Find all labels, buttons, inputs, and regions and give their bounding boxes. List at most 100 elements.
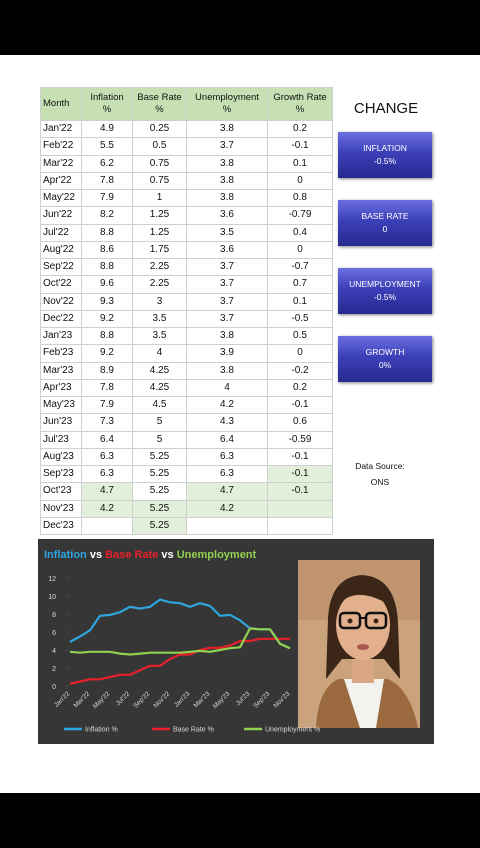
- value-cell: 4.7: [187, 483, 268, 501]
- value-cell: 6.3: [187, 466, 268, 484]
- value-cell: 1.75: [133, 241, 187, 259]
- y-tick-label: 10: [48, 594, 56, 601]
- card-value: 0: [382, 224, 388, 234]
- value-cell: 5.5: [82, 138, 133, 156]
- value-cell: -0.1: [268, 448, 333, 466]
- title-part: Inflation: [44, 549, 87, 561]
- month-cell: Oct'22: [40, 276, 82, 294]
- header-cell: Inflation%: [82, 87, 133, 121]
- value-cell: [268, 517, 333, 535]
- value-cell: 7.9: [82, 397, 133, 415]
- value-cell: 8.2: [82, 207, 133, 225]
- value-cell: 0.5: [133, 138, 187, 156]
- series-line: [69, 627, 291, 656]
- photo: [298, 560, 420, 728]
- page: Month Inflation% Base Rate% Unemployment% Gr…: [0, 55, 480, 793]
- value-cell: 5: [133, 414, 187, 432]
- month-cell: Dec'23: [40, 517, 82, 535]
- header-cell: Unemployment%: [187, 87, 268, 121]
- value-cell: [82, 517, 133, 535]
- month-cell: Jun'22: [40, 207, 82, 225]
- change-heading: CHANGE: [353, 100, 419, 117]
- legend-label: Unemployment %: [265, 727, 320, 734]
- header-line: Growth Rate: [273, 92, 327, 103]
- value-cell: 4.3: [187, 414, 268, 432]
- month-cell: Nov'22: [40, 293, 82, 311]
- value-cell: 3.7: [187, 138, 268, 156]
- value-cell: 4.2: [82, 500, 133, 518]
- value-cell: 6.4: [187, 431, 268, 449]
- value-cell: 3.8: [187, 190, 268, 208]
- value-cell: 0.25: [133, 121, 187, 139]
- month-cell: Aug'22: [40, 241, 82, 259]
- value-cell: 9.3: [82, 293, 133, 311]
- chart-title: Inflation vs Base Rate vs Unemployment: [44, 549, 257, 561]
- value-cell: 4.2: [187, 500, 268, 518]
- title-part: vs: [161, 549, 173, 561]
- value-cell: 4.5: [133, 397, 187, 415]
- value-cell: -0.79: [268, 207, 333, 225]
- value-cell: 3.6: [187, 241, 268, 259]
- month-cell: Feb'23: [40, 345, 82, 363]
- value-cell: 1: [133, 190, 187, 208]
- month-cell: Mar'23: [40, 362, 82, 380]
- card-title: GROWTH: [365, 347, 405, 357]
- change-card: BASE RATE 0: [338, 200, 432, 246]
- month-cell: Mar'22: [40, 155, 82, 173]
- value-cell: 3.7: [187, 310, 268, 328]
- legend-label: Base Rate %: [173, 727, 214, 734]
- value-cell: 7.8: [82, 379, 133, 397]
- title-part: vs: [90, 549, 102, 561]
- month-cell: Feb'22: [40, 138, 82, 156]
- value-cell: 5.25: [133, 448, 187, 466]
- series-line: [69, 637, 290, 685]
- month-cell: Nov'23: [40, 500, 82, 518]
- value-cell: 0.5: [268, 328, 333, 346]
- y-tick-label: 4: [52, 648, 56, 655]
- value-cell: 0.8: [268, 190, 333, 208]
- value-cell: 3.8: [187, 121, 268, 139]
- value-cell: -0.59: [268, 431, 333, 449]
- value-cell: 2.25: [133, 276, 187, 294]
- month-cell: Oct'23: [40, 483, 82, 501]
- month-cell: Sep'23: [40, 466, 82, 484]
- header-line: Unemployment: [195, 92, 259, 103]
- value-cell: 2.25: [133, 259, 187, 277]
- source-name: ONS: [370, 477, 390, 487]
- value-cell: -0.2: [268, 362, 333, 380]
- value-cell: [268, 500, 333, 518]
- value-cell: 4.9: [82, 121, 133, 139]
- chart: Inflation vs Base Rate vs Unemployment 0 2…: [38, 539, 434, 744]
- value-cell: 0.4: [268, 224, 333, 242]
- card-value: -0.5%: [373, 292, 397, 302]
- value-cell: -0.1: [268, 483, 333, 501]
- value-cell: 1.25: [133, 224, 187, 242]
- header-line: %: [222, 104, 232, 115]
- card-title: BASE RATE: [361, 211, 409, 221]
- month-cell: Aug'23: [40, 448, 82, 466]
- card-title: UNEMPLOYMENT: [349, 279, 421, 289]
- value-cell: 6.3: [187, 448, 268, 466]
- month-cell: Jun'23: [40, 414, 82, 432]
- value-cell: 9.6: [82, 276, 133, 294]
- value-cell: -0.1: [268, 397, 333, 415]
- value-cell: 7.3: [82, 414, 133, 432]
- value-cell: 0.75: [133, 155, 187, 173]
- month-cell: Jan'22: [40, 121, 82, 139]
- value-cell: 3.5: [133, 328, 187, 346]
- value-cell: 7.8: [82, 172, 133, 190]
- month-cell: Jan'23: [40, 328, 82, 346]
- value-cell: 3.9: [187, 345, 268, 363]
- header-line: Inflation: [90, 92, 124, 103]
- value-cell: 8.8: [82, 224, 133, 242]
- value-cell: 4.25: [133, 362, 187, 380]
- value-cell: 0.7: [268, 276, 333, 294]
- value-cell: 0: [268, 345, 333, 363]
- value-cell: 3: [133, 293, 187, 311]
- value-cell: 0.2: [268, 121, 333, 139]
- value-cell: 0.2: [268, 379, 333, 397]
- value-cell: 6.4: [82, 431, 133, 449]
- y-tick-label: 12: [48, 576, 56, 583]
- value-cell: 0: [268, 241, 333, 259]
- value-cell: 8.9: [82, 362, 133, 380]
